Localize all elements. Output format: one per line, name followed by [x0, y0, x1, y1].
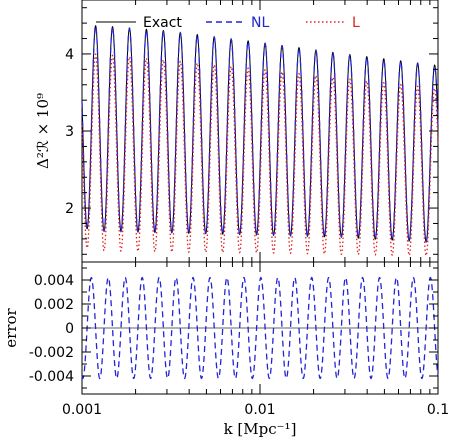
top-series-group: [81, 24, 439, 257]
x-tick-label: 0.001: [62, 402, 102, 418]
bottom-y-tick-label: 0.002: [34, 297, 74, 313]
bottom-y-ticks: -0.004 -0.002 0 0.002 0.004: [29, 267, 438, 389]
error-line-nl: [81, 276, 439, 380]
top-y-tick-label: 2: [65, 201, 74, 217]
bottom-y-tick-label: 0.004: [34, 273, 74, 289]
top-y-tick-label: 4: [65, 47, 74, 63]
legend-label-nl: NL: [251, 15, 269, 31]
top-y-ticks: 2 3 4: [65, 7, 438, 255]
bottom-series-group: [81, 276, 439, 380]
bottom-x-ticks: 0.001 0.01 0.1: [62, 262, 449, 418]
x-tick-label: 0.1: [427, 402, 449, 418]
legend: Exact NL L: [96, 15, 360, 31]
top-panel: 2 3 4 Δ²ℛ × 10⁹ Exact NL L: [34, 0, 439, 263]
legend-label-exact: Exact: [143, 15, 182, 31]
top-x-ticks: [81, 0, 431, 262]
top-panel-frame: [81, 0, 439, 263]
bottom-y-axis-label: error: [2, 307, 20, 347]
top-y-axis-label: Δ²ℛ × 10⁹: [34, 93, 52, 169]
x-axis-label: k [Mpc⁻¹]: [224, 420, 297, 438]
legend-label-l: L: [352, 15, 360, 31]
series-line-nl: [81, 25, 439, 243]
x-tick-label: 0.01: [244, 402, 275, 418]
series-line-l: [81, 53, 439, 257]
bottom-y-tick-label: -0.002: [29, 345, 74, 361]
bottom-panel: -0.004 -0.002 0 0.002 0.004 0.001 0.01 0.1 err…: [2, 261, 449, 438]
bottom-y-tick-label: 0: [65, 321, 74, 337]
top-y-tick-label: 3: [65, 124, 74, 140]
bottom-y-tick-label: -0.004: [29, 369, 74, 385]
